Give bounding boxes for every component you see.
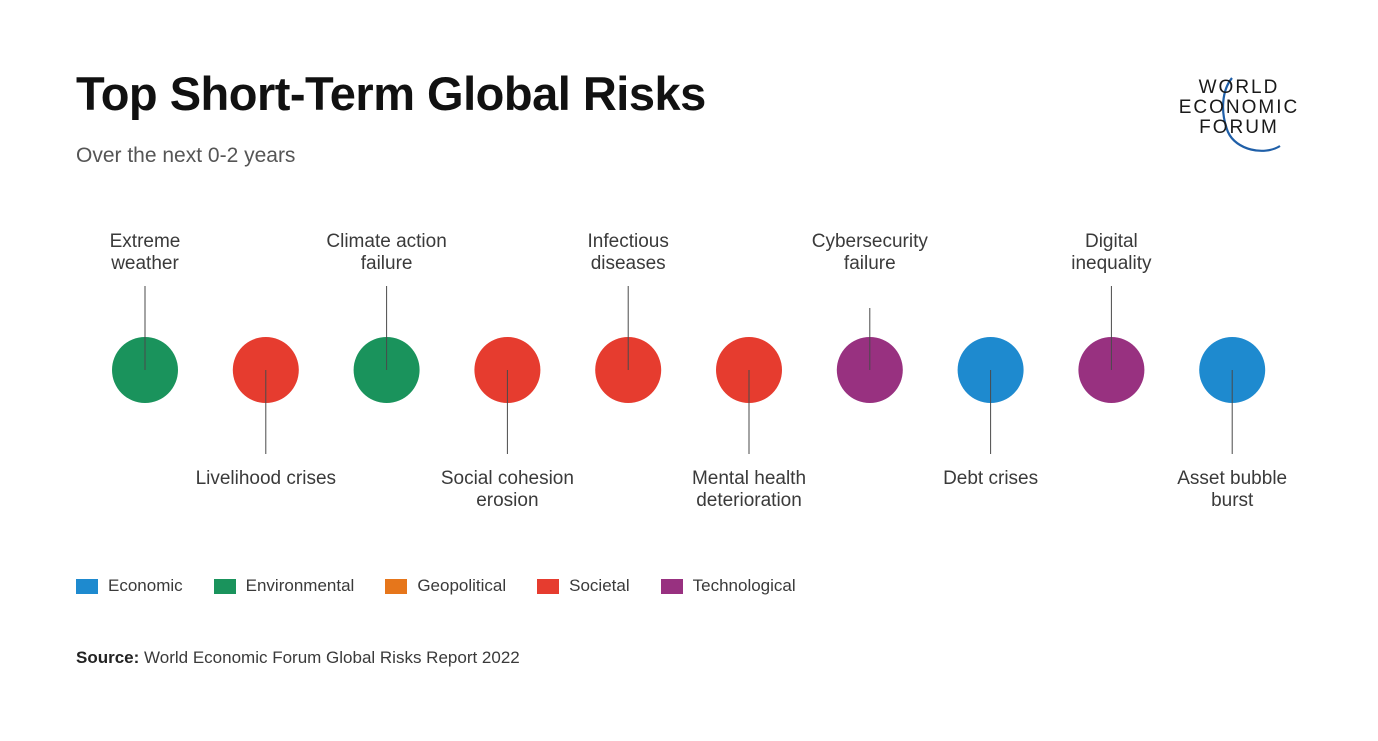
- risk-label-line: Cybersecurity: [811, 231, 928, 252]
- risk-label-line: weather: [111, 253, 179, 274]
- risk-label-line: failure: [843, 253, 896, 274]
- legend-item-economic: Economic: [76, 576, 183, 596]
- risk-label-9: Digital inequality: [1016, 231, 1206, 275]
- legend-item-geopolitical: Geopolitical: [385, 576, 506, 596]
- risk-label-line: failure: [360, 253, 413, 274]
- source-label: Source:: [76, 648, 140, 667]
- risk-label-line: erosion: [476, 490, 539, 511]
- logo-line-1: WORLD: [1198, 77, 1280, 98]
- source-text: World Economic Forum Global Risks Report…: [144, 648, 520, 667]
- risk-label-line: Extreme: [109, 231, 181, 252]
- legend-swatch: [660, 578, 683, 594]
- legend: Economic Environmental Geopolitical Societa…: [76, 575, 827, 597]
- risk-label-line: Social cohesion: [440, 468, 574, 489]
- risk-label-line: inequality: [1071, 253, 1152, 274]
- risk-label-line: deterioration: [696, 490, 802, 511]
- legend-label: Environmental: [245, 576, 355, 595]
- risk-label-line: Asset bubble: [1177, 468, 1288, 489]
- risk-diagram-svg: [112, 286, 1266, 454]
- risk-label-line: burst: [1211, 490, 1254, 511]
- risk-label-5: Infectious diseases: [533, 231, 723, 275]
- risk-label-6: Mental health deterioration: [654, 468, 844, 512]
- risk-label-line: Livelihood crises: [195, 468, 337, 489]
- risk-label-line: diseases: [590, 253, 666, 274]
- legend-item-environmental: Environmental: [213, 576, 355, 596]
- legend-label: Geopolitical: [417, 576, 507, 595]
- risk-label-3: Climate action failure: [292, 231, 482, 275]
- source-note: Source: World Economic Forum Global Risk…: [76, 648, 520, 668]
- legend-item-societal: Societal: [537, 576, 630, 596]
- risk-label-8: Debt crises: [896, 468, 1086, 490]
- logo-line-3: FORUM: [1199, 117, 1279, 138]
- risk-label-line: Debt crises: [943, 468, 1039, 489]
- legend-item-technological: Technological: [660, 576, 796, 596]
- risk-label-line: Mental health: [691, 468, 807, 489]
- legend-label: Economic: [108, 576, 183, 595]
- wef-logo: WORLD ECONOMIC FORUM: [1172, 76, 1306, 156]
- risk-label-line: Climate action: [326, 231, 447, 252]
- logo-swoosh-icon: [1222, 77, 1281, 152]
- risk-label-line: Infectious: [587, 231, 669, 252]
- legend-label: Societal: [569, 576, 630, 595]
- risk-label-10: Asset bubble burst: [1137, 468, 1327, 512]
- page-subtitle: Over the next 0-2 years: [76, 144, 296, 167]
- legend-swatch: [76, 578, 98, 594]
- risk-label-1: Extreme weather: [50, 231, 240, 275]
- legend-swatch: [213, 578, 236, 594]
- risk-diagram: Extreme weather Livelihood crises Climate a…: [0, 220, 1378, 530]
- risk-label-4: Social cohesion erosion: [412, 468, 602, 512]
- page-title: Top Short-Term Global Risks: [76, 67, 706, 120]
- risk-label-line: Digital: [1084, 231, 1138, 252]
- logo-line-2: ECONOMIC: [1178, 97, 1300, 118]
- legend-label: Technological: [692, 576, 796, 595]
- risk-label-7: Cybersecurity failure: [775, 231, 965, 275]
- legend-swatch: [537, 578, 560, 594]
- legend-swatch: [385, 578, 408, 594]
- risk-label-2: Livelihood crises: [171, 468, 361, 490]
